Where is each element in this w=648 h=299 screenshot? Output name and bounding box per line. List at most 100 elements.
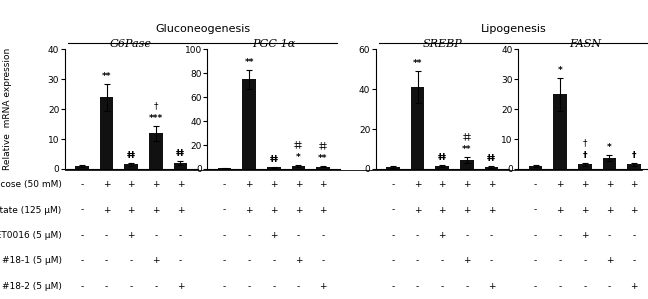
Text: +: + xyxy=(295,256,302,266)
Bar xyxy=(174,163,187,169)
Bar xyxy=(386,167,400,169)
Text: -: - xyxy=(80,205,84,215)
Text: +: + xyxy=(606,180,613,189)
Text: +: + xyxy=(463,205,470,215)
Text: -: - xyxy=(583,282,586,291)
Text: -: - xyxy=(632,256,636,266)
Text: †: † xyxy=(154,101,158,110)
Text: -: - xyxy=(321,231,325,240)
Text: ‡‡: ‡‡ xyxy=(176,149,185,158)
Text: -: - xyxy=(391,256,395,266)
Text: -: - xyxy=(465,231,469,240)
Text: +: + xyxy=(631,205,638,215)
Text: +: + xyxy=(439,180,446,189)
Title: FASN: FASN xyxy=(569,39,601,48)
Text: +: + xyxy=(581,180,588,189)
Text: Gluconeogenesis: Gluconeogenesis xyxy=(155,25,250,34)
Text: +: + xyxy=(152,180,159,189)
Text: **: ** xyxy=(413,59,422,68)
Text: *: * xyxy=(607,144,612,152)
Text: +: + xyxy=(319,180,327,189)
Title: G6Pase: G6Pase xyxy=(110,39,152,48)
Text: *: * xyxy=(558,66,562,75)
Text: #18-1 (5 μM): #18-1 (5 μM) xyxy=(1,256,62,266)
Text: -: - xyxy=(441,282,444,291)
Text: +: + xyxy=(606,256,613,266)
Text: +: + xyxy=(557,180,564,189)
Text: **: ** xyxy=(462,145,472,154)
Text: -: - xyxy=(441,256,444,266)
Text: -: - xyxy=(80,282,84,291)
Text: -: - xyxy=(416,282,419,291)
Text: -: - xyxy=(391,282,395,291)
Text: +: + xyxy=(606,205,613,215)
Bar xyxy=(435,166,449,169)
Text: -: - xyxy=(416,256,419,266)
Text: +: + xyxy=(581,231,588,240)
Bar xyxy=(485,167,498,169)
Text: +: + xyxy=(270,205,277,215)
Text: -: - xyxy=(391,205,395,215)
Text: -: - xyxy=(223,205,226,215)
Text: +: + xyxy=(319,205,327,215)
Bar xyxy=(75,166,89,169)
Bar xyxy=(553,94,567,169)
Text: +: + xyxy=(103,205,110,215)
Text: -: - xyxy=(391,180,395,189)
Text: †: † xyxy=(583,151,587,160)
Text: -: - xyxy=(272,282,275,291)
Text: +: + xyxy=(439,205,446,215)
Text: -: - xyxy=(223,256,226,266)
Text: Glucose (50 mM): Glucose (50 mM) xyxy=(0,180,62,189)
Text: -: - xyxy=(559,282,562,291)
Bar xyxy=(292,166,305,169)
Text: -: - xyxy=(391,231,395,240)
Text: -: - xyxy=(416,231,419,240)
Text: ‡‡: ‡‡ xyxy=(463,132,471,141)
Text: +: + xyxy=(246,205,253,215)
Text: +: + xyxy=(439,231,446,240)
Text: -: - xyxy=(490,256,493,266)
Text: -: - xyxy=(632,231,636,240)
Text: -: - xyxy=(179,256,182,266)
Text: -: - xyxy=(297,231,300,240)
Text: ‡‡: ‡‡ xyxy=(270,155,278,164)
Text: +: + xyxy=(631,282,638,291)
Text: -: - xyxy=(248,231,251,240)
Text: -: - xyxy=(465,282,469,291)
Text: †: † xyxy=(583,138,587,147)
Text: -: - xyxy=(179,231,182,240)
Text: -: - xyxy=(105,231,108,240)
Text: **: ** xyxy=(102,72,111,81)
Text: ***: *** xyxy=(148,114,163,123)
Text: -: - xyxy=(223,231,226,240)
Text: +: + xyxy=(103,180,110,189)
Text: -: - xyxy=(248,282,251,291)
Text: +: + xyxy=(152,205,159,215)
Text: -: - xyxy=(559,256,562,266)
Text: *: * xyxy=(296,153,301,162)
Text: +: + xyxy=(270,180,277,189)
Text: -: - xyxy=(105,282,108,291)
Bar xyxy=(218,168,231,169)
Text: +: + xyxy=(177,205,184,215)
Text: Lipogenesis: Lipogenesis xyxy=(481,25,546,34)
Text: +: + xyxy=(414,180,421,189)
Text: Relative  mRNA expression: Relative mRNA expression xyxy=(3,48,12,170)
Text: -: - xyxy=(105,256,108,266)
Text: -: - xyxy=(248,256,251,266)
Bar xyxy=(100,97,113,169)
Text: +: + xyxy=(557,205,564,215)
Text: +: + xyxy=(581,205,588,215)
Text: ‡‡: ‡‡ xyxy=(127,151,135,160)
Text: +: + xyxy=(463,180,470,189)
Text: +: + xyxy=(463,256,470,266)
Text: ‡‡: ‡‡ xyxy=(318,141,327,150)
Text: +: + xyxy=(319,282,327,291)
Text: -: - xyxy=(80,180,84,189)
Text: +: + xyxy=(177,180,184,189)
Text: -: - xyxy=(321,256,325,266)
Text: -: - xyxy=(608,282,611,291)
Title: PGC-1α: PGC-1α xyxy=(252,39,295,48)
Text: ‡‡: ‡‡ xyxy=(438,153,446,162)
